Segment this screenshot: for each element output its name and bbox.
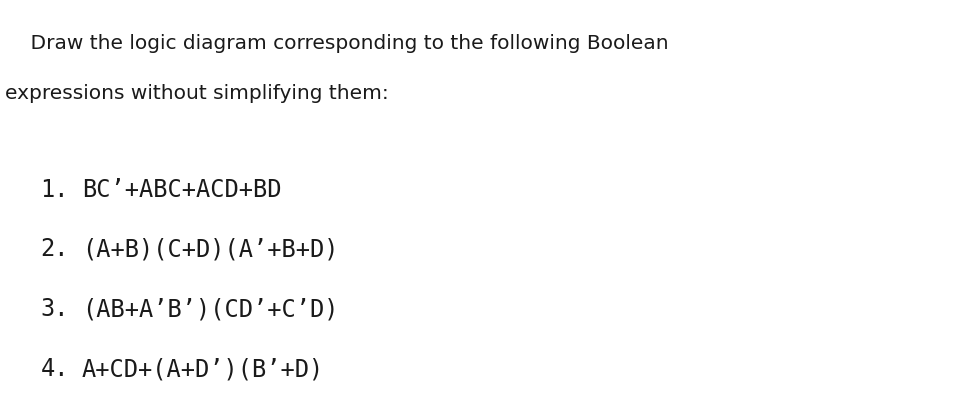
Text: 4.: 4. [40,357,69,381]
Text: expressions without simplifying them:: expressions without simplifying them: [5,84,388,103]
Text: 3.: 3. [40,297,69,321]
Text: (A+B)(C+D)(A’+B+D): (A+B)(C+D)(A’+B+D) [82,237,338,261]
Text: BC’+ABC+ACD+BD: BC’+ABC+ACD+BD [82,178,281,201]
Text: 1.: 1. [40,178,69,201]
Text: (AB+A’B’)(CD’+C’D): (AB+A’B’)(CD’+C’D) [82,297,338,321]
Text: Draw the logic diagram corresponding to the following Boolean: Draw the logic diagram corresponding to … [5,34,668,53]
Text: A+CD+(A+D’)(B’+D): A+CD+(A+D’)(B’+D) [82,357,325,381]
Text: 2.: 2. [40,237,69,261]
